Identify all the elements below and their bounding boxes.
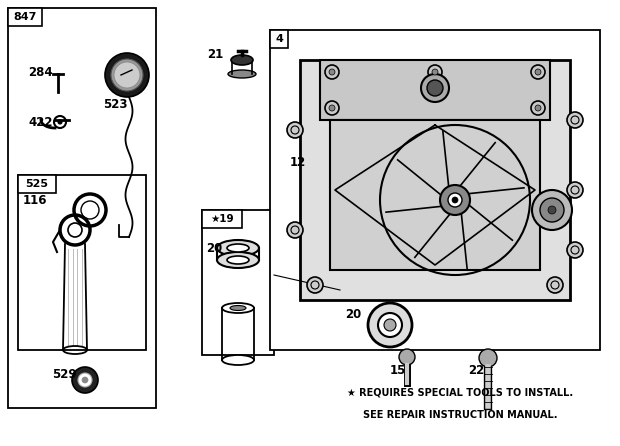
Circle shape [548,206,556,214]
Ellipse shape [217,252,259,268]
Circle shape [532,190,572,230]
Bar [18,175,56,193]
Bar [320,60,550,120]
Text: 523: 523 [103,98,128,111]
Ellipse shape [230,306,246,310]
Circle shape [82,377,88,383]
Ellipse shape [227,256,249,264]
Bar [18,175,146,350]
Ellipse shape [217,240,259,256]
Circle shape [540,198,564,222]
Ellipse shape [222,303,254,313]
Circle shape [114,62,140,88]
Circle shape [111,59,143,91]
Circle shape [567,242,583,258]
Bar [330,120,540,270]
Circle shape [535,105,541,111]
Circle shape [287,122,303,138]
Bar [8,8,156,408]
Text: 15: 15 [390,363,406,376]
Bar [8,8,42,26]
Circle shape [547,277,563,293]
Ellipse shape [231,55,253,65]
Circle shape [440,185,470,215]
Circle shape [307,277,323,293]
Text: 20: 20 [345,309,361,322]
Bar [202,210,242,228]
Circle shape [399,349,415,365]
Circle shape [432,69,438,75]
Circle shape [567,112,583,128]
Text: eReplacementParts.com: eReplacementParts.com [234,207,386,221]
Text: 422: 422 [28,116,53,128]
Circle shape [72,367,98,393]
Text: 116: 116 [23,194,48,206]
Ellipse shape [228,70,256,78]
Circle shape [329,105,335,111]
Circle shape [421,74,449,102]
Circle shape [427,80,443,96]
Circle shape [58,120,62,124]
Text: ★19: ★19 [210,214,234,224]
Bar [300,60,570,300]
Bar [270,30,600,350]
Bar [270,30,288,48]
Circle shape [287,222,303,238]
Circle shape [384,319,396,331]
Circle shape [329,69,335,75]
Circle shape [567,182,583,198]
Text: 12: 12 [290,156,306,169]
Text: ★ REQUIRES SPECIAL TOOLS TO INSTALL.: ★ REQUIRES SPECIAL TOOLS TO INSTALL. [347,388,574,397]
Text: 284: 284 [28,66,53,78]
Circle shape [448,193,462,207]
Circle shape [535,69,541,75]
Text: 529: 529 [52,368,77,380]
Circle shape [368,303,412,347]
Circle shape [452,197,458,203]
Ellipse shape [227,244,249,252]
Text: 847: 847 [13,12,37,22]
Text: SEE REPAIR INSTRUCTION MANUAL.: SEE REPAIR INSTRUCTION MANUAL. [363,410,557,420]
Circle shape [479,349,497,367]
Circle shape [378,313,402,337]
Circle shape [105,53,149,97]
Text: 21: 21 [207,48,223,61]
Text: 20: 20 [206,241,222,255]
Text: 22: 22 [468,363,484,376]
Ellipse shape [222,355,254,365]
Bar [202,210,274,355]
Text: 4: 4 [275,34,283,44]
Circle shape [78,373,92,387]
Text: 525: 525 [25,179,48,189]
